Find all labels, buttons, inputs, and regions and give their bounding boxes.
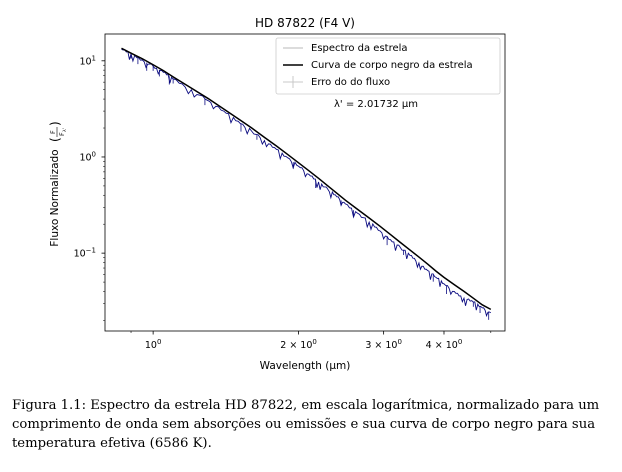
y-axis-label: Fluxo Normalizado ( F F λ' ) <box>48 121 68 246</box>
legend-label-spectrum: Espectro da estrela <box>311 43 408 54</box>
y-axis-label-paren-close: ) <box>48 121 62 126</box>
spectrum-line <box>121 48 492 318</box>
figure-caption: Figura 1.1: Espectro da estrela HD 87822… <box>12 398 600 451</box>
y-tick-label: 101 <box>79 54 96 67</box>
figure: HD 87822 (F4 V) 100 2 × 100 3 × 100 4 × 100… <box>48 16 506 372</box>
y-axis-label-fraction-den: F <box>58 132 66 136</box>
x-tick-label: 4 × 100 <box>426 338 463 351</box>
x-tick-label: 100 <box>145 338 162 351</box>
x-tick-label: 2 × 100 <box>280 338 317 351</box>
x-tick-label: 3 × 100 <box>365 338 402 351</box>
legend-label-error: Erro do do fluxo <box>311 77 390 88</box>
x-axis-ticks: 100 2 × 100 3 × 100 4 × 100 <box>130 331 492 351</box>
plot-marks <box>121 47 492 320</box>
lambda-annotation: λ' = 2.01732 μm <box>334 99 418 110</box>
legend-box <box>275 37 501 95</box>
y-axis-ticks: 101 100 10−1 <box>74 54 105 321</box>
chart-title: HD 87822 (F4 V) <box>255 16 355 30</box>
y-axis-label-paren-open: ( <box>48 137 62 142</box>
y-tick-label: 100 <box>79 150 96 163</box>
y-axis-label-text: Fluxo Normalizado <box>49 149 61 246</box>
chart: HD 87822 (F4 V) 100 2 × 100 3 × 100 4 × 100… <box>48 16 506 372</box>
legend-label-blackbody: Curva de corpo negro da estrela <box>311 60 473 71</box>
legend: Espectro da estrela Curva de corpo negro… <box>275 37 501 95</box>
y-tick-label: 10−1 <box>74 247 96 260</box>
y-axis-label-fraction-den-sub: λ' <box>62 128 68 132</box>
blackbody-curve <box>121 47 492 311</box>
x-axis-label: Wavelength (μm) <box>260 360 351 372</box>
plot-frame <box>104 33 506 332</box>
y-axis-label-fraction-num: F <box>49 130 57 134</box>
